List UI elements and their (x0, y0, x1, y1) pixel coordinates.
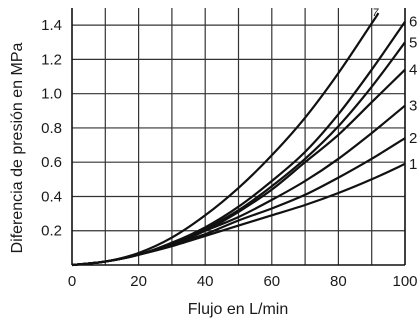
curve-7 (71, 12, 380, 267)
y-tick-label: 1.0 (41, 86, 62, 103)
y-tick-labels: 0.2 0.4 0.6 0.8 1.0 1.2 1.4 (41, 17, 62, 240)
x-tick-label: 20 (130, 273, 147, 290)
y-tick-label: 0.4 (41, 188, 62, 205)
curve-label-3: 3 (409, 98, 417, 115)
x-axis-title: Flujo en L/min (188, 301, 289, 318)
x-tick-label: 40 (197, 273, 214, 290)
curve-label-2: 2 (409, 130, 417, 147)
curve-label-1: 1 (409, 156, 417, 173)
y-tick-label: 1.2 (41, 51, 62, 68)
x-tick-label: 0 (68, 273, 76, 290)
y-tick-label: 0.2 (41, 223, 62, 240)
y-tick-label: 0.8 (41, 120, 62, 137)
grid (72, 8, 405, 265)
y-tick-label: 0.6 (41, 154, 62, 171)
y-tick-label: 1.4 (41, 17, 62, 34)
x-tick-label: 100 (392, 273, 417, 290)
curves (71, 12, 406, 267)
axes (71, 8, 406, 266)
curve-label-7: 7 (372, 7, 379, 19)
y-axis-title: Diferencia de presión en MPa (9, 43, 26, 254)
curve-label-6: 6 (409, 14, 417, 31)
curve-labels: 1 2 3 4 5 6 7 (372, 7, 417, 173)
x-tick-labels: 0 20 40 60 80 100 (68, 273, 418, 290)
curve-label-4: 4 (409, 62, 417, 79)
curve-label-5: 5 (409, 34, 417, 51)
x-tick-label: 80 (330, 273, 347, 290)
x-tick-label: 60 (263, 273, 280, 290)
